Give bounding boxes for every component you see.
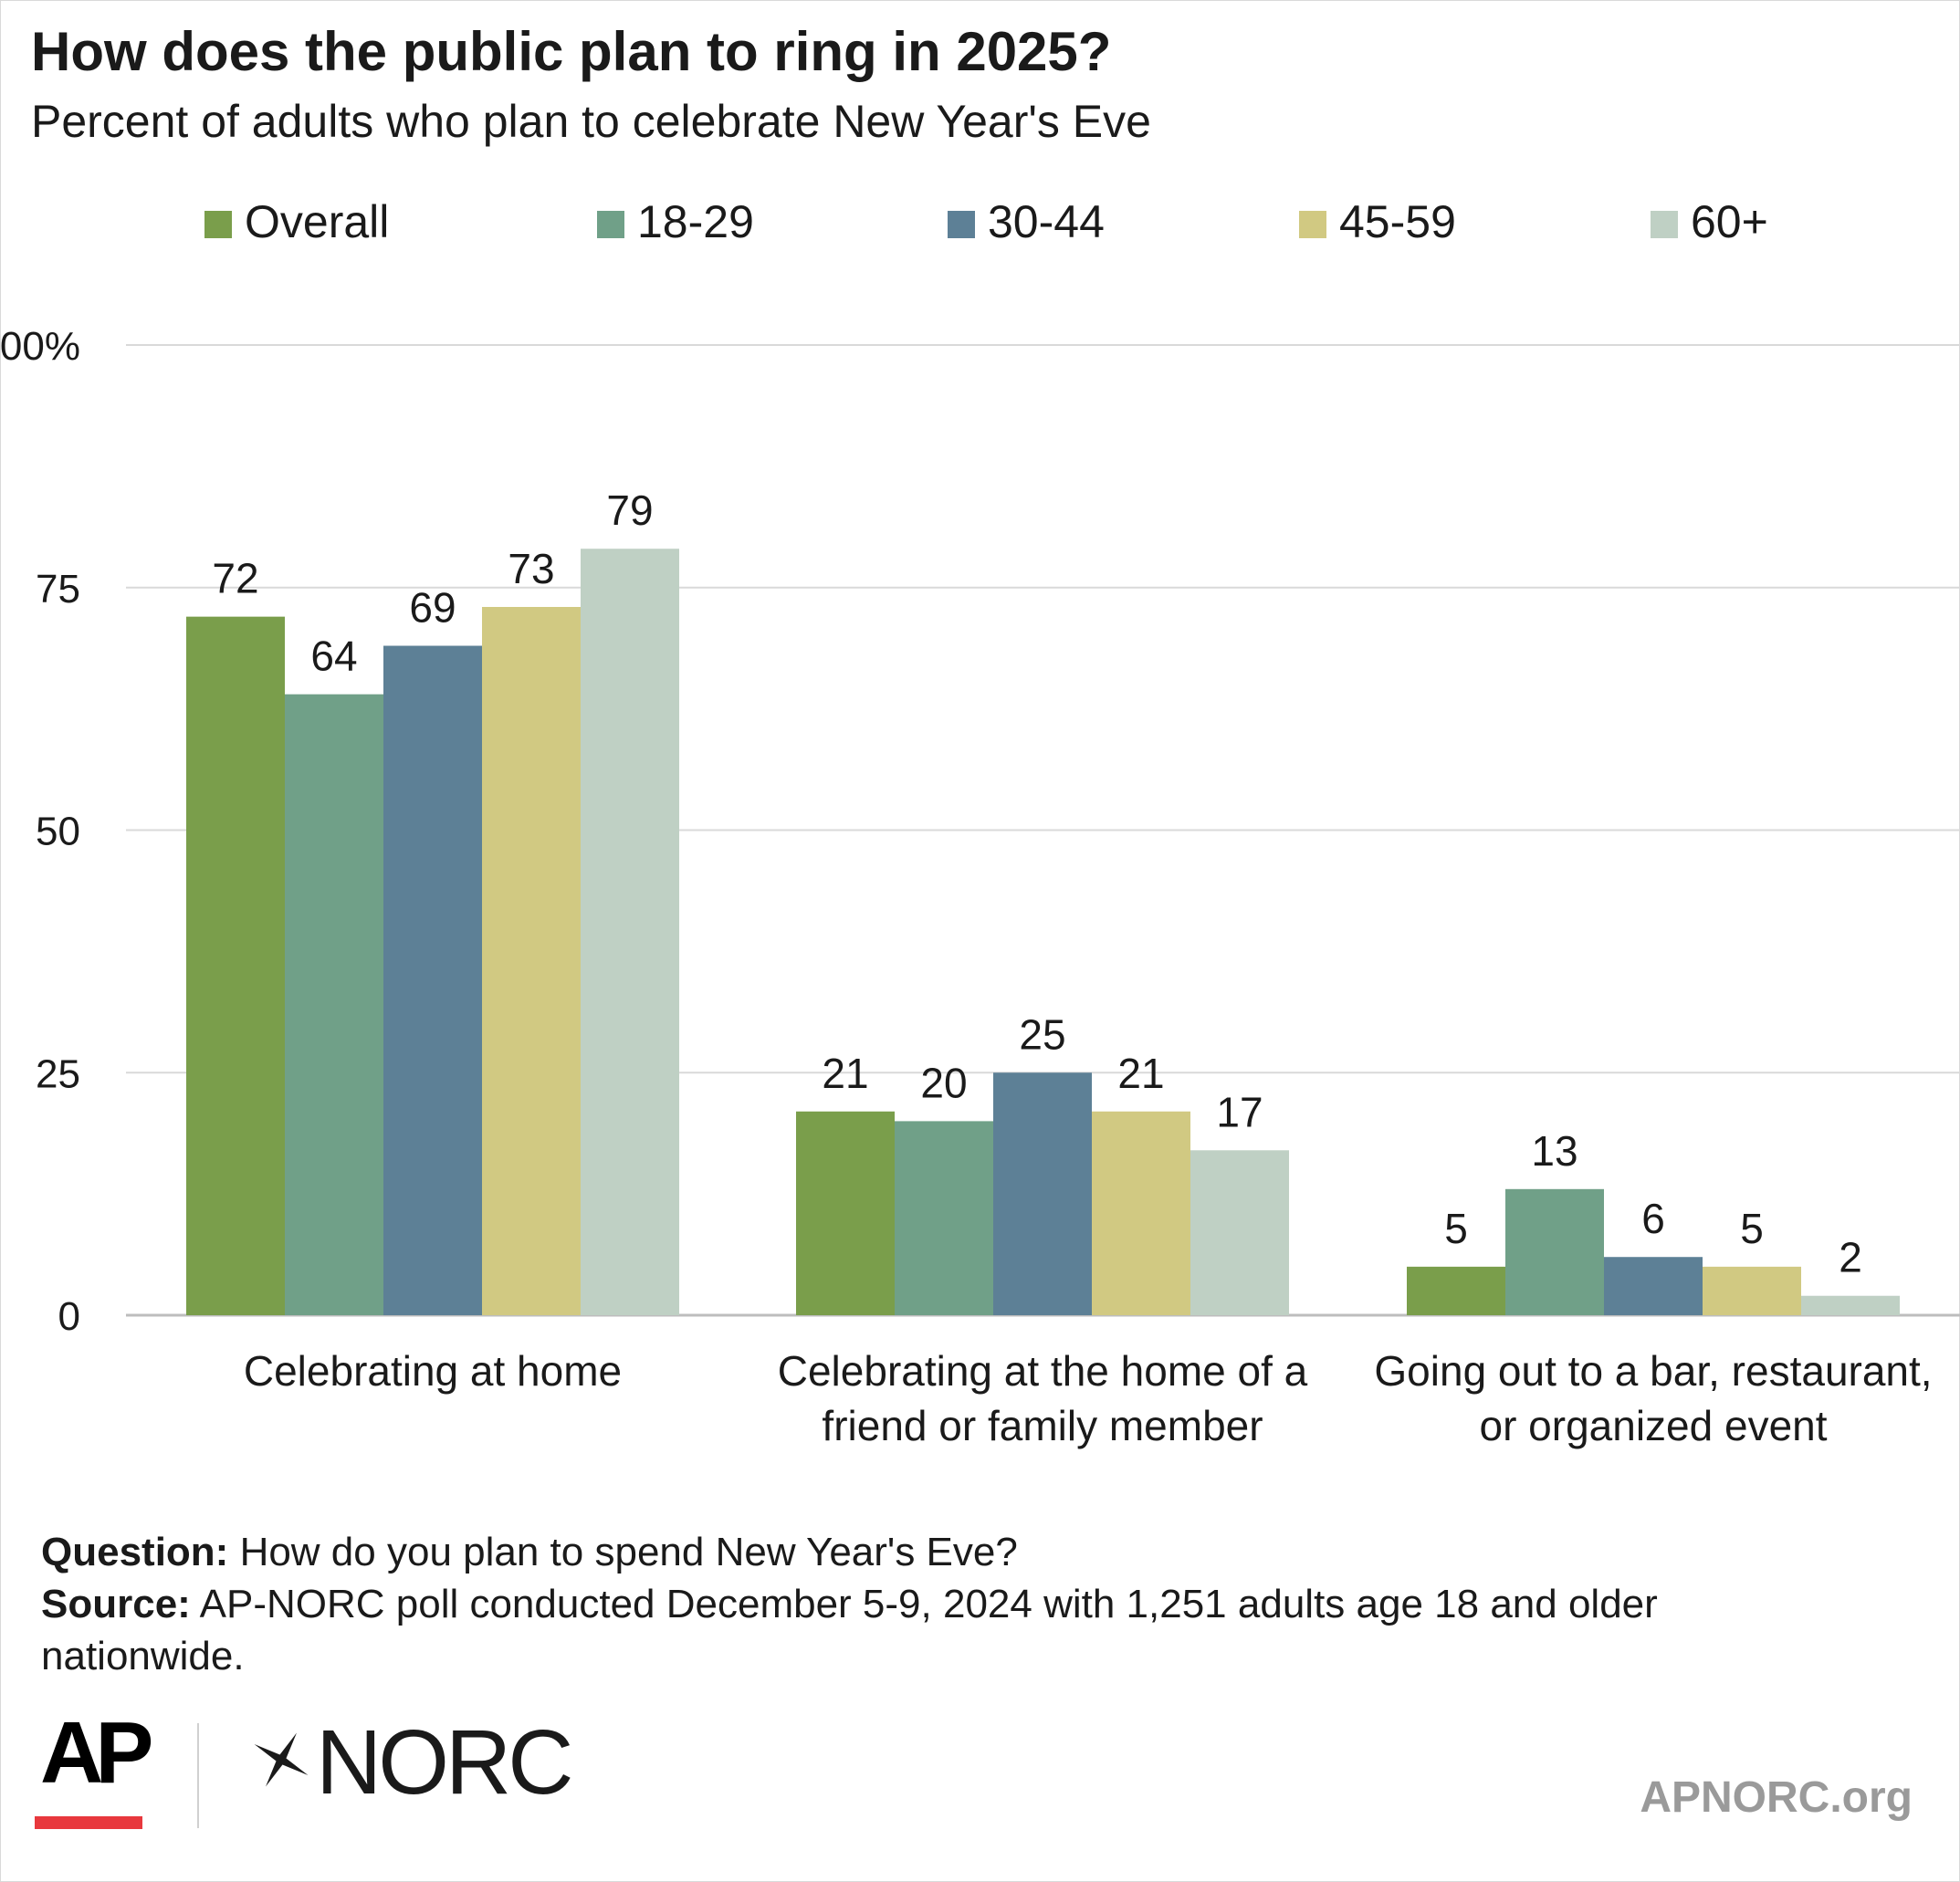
- source-line: Source: AP-NORC poll conducted December …: [41, 1578, 1867, 1682]
- category-label: Celebrating at home: [244, 1347, 622, 1395]
- logo-divider: [197, 1723, 199, 1828]
- norc-logo-text: NORC: [316, 1711, 573, 1814]
- question-text: How do you plan to spend New Year's Eve?: [239, 1530, 1018, 1574]
- footnote: Question: How do you plan to spend New Y…: [41, 1526, 1867, 1682]
- legend-swatch: [948, 211, 975, 238]
- bar: [186, 616, 285, 1315]
- bar: [1092, 1111, 1190, 1315]
- data-label: 6: [1641, 1195, 1665, 1242]
- legend-swatch: [204, 211, 232, 238]
- data-label: 79: [606, 486, 653, 534]
- ap-logo: AP: [35, 1704, 153, 1829]
- legend-swatch: [597, 211, 624, 238]
- bar: [482, 607, 581, 1315]
- data-label: 17: [1216, 1088, 1263, 1135]
- data-label: 73: [508, 545, 554, 592]
- chart-subtitle: Percent of adults who plan to celebrate …: [31, 96, 1151, 147]
- y-tick-label: 25: [36, 1051, 80, 1096]
- y-tick-label: 0: [58, 1294, 80, 1339]
- data-label: 5: [1740, 1205, 1764, 1252]
- data-label: 69: [409, 584, 456, 632]
- source-text: AP-NORC poll conducted December 5-9, 202…: [41, 1582, 1658, 1678]
- bar: [581, 549, 679, 1315]
- ap-logo-text: AP: [40, 1704, 153, 1802]
- bar: [1703, 1266, 1801, 1315]
- bar: [993, 1072, 1092, 1315]
- question-label: Question:: [41, 1530, 229, 1574]
- data-label: 64: [310, 633, 357, 680]
- category-label: or organized event: [1479, 1402, 1827, 1449]
- y-tick-label: 100%: [0, 324, 80, 369]
- legend-swatch: [1299, 211, 1326, 238]
- data-label: 5: [1444, 1205, 1468, 1252]
- bar: [1604, 1257, 1703, 1315]
- category-label: Celebrating at the home of a: [778, 1347, 1308, 1395]
- bar: [895, 1121, 993, 1315]
- data-label: 25: [1019, 1010, 1065, 1058]
- data-label: 72: [212, 555, 258, 602]
- norc-star-icon: [254, 1732, 309, 1787]
- bar: [1407, 1266, 1505, 1315]
- source-label: Source:: [41, 1582, 191, 1626]
- bar: [1505, 1188, 1604, 1315]
- legend-label: Overall: [245, 196, 389, 247]
- data-label: 21: [1117, 1050, 1164, 1097]
- legend-label: 45-59: [1339, 196, 1456, 247]
- category-label: friend or family member: [822, 1402, 1263, 1449]
- data-label: 2: [1839, 1234, 1862, 1281]
- category-label: Going out to a bar, restaurant,: [1374, 1347, 1932, 1395]
- bar: [796, 1111, 895, 1315]
- data-label: 20: [920, 1059, 967, 1106]
- bar: [285, 694, 383, 1315]
- y-tick-label: 50: [36, 810, 80, 854]
- bar: [1190, 1150, 1289, 1315]
- legend-swatch: [1651, 211, 1678, 238]
- data-label: 13: [1531, 1127, 1577, 1175]
- ap-logo-bar: [35, 1816, 142, 1829]
- question-line: Question: How do you plan to spend New Y…: [41, 1526, 1867, 1578]
- legend-label: 30-44: [988, 196, 1105, 247]
- data-label: 21: [822, 1050, 868, 1097]
- website-link[interactable]: APNORC.org: [1640, 1773, 1913, 1822]
- legend-label: 60+: [1691, 196, 1768, 247]
- bar-chart: 0255075100%Overall18-2930-4445-5960+7264…: [0, 196, 1960, 1449]
- legend-label: 18-29: [637, 196, 754, 247]
- bar: [1801, 1295, 1900, 1315]
- chart-title: How does the public plan to ring in 2025…: [31, 21, 1112, 82]
- y-tick-label: 75: [36, 567, 80, 612]
- bar: [383, 645, 482, 1315]
